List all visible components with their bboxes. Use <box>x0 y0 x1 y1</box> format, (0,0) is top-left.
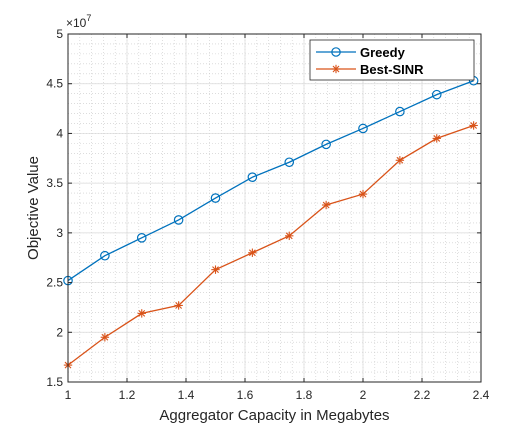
data-point-asterisk <box>285 231 294 241</box>
data-point-asterisk <box>248 248 257 257</box>
x-tick-label: 1.6 <box>237 388 254 402</box>
data-point-asterisk <box>358 189 368 199</box>
data-point-circle <box>100 250 110 261</box>
plot-area <box>68 34 481 382</box>
y-axis-title: Objective Value <box>25 156 42 260</box>
x-tick-label: 1.4 <box>178 388 195 402</box>
legend: Greedy Best-SINR <box>309 39 475 81</box>
data-point-circle <box>247 172 258 182</box>
data-point-asterisk <box>321 200 331 210</box>
y-tick-label: 2 <box>56 325 63 339</box>
data-point-asterisk <box>331 64 341 74</box>
data-point-circle <box>395 106 405 117</box>
y-tick-label: 4 <box>56 126 63 140</box>
data-point-circle <box>284 157 295 168</box>
data-point-circle <box>136 233 147 243</box>
legend-box <box>309 39 475 81</box>
y-axis-exponent: ×107 <box>66 13 91 30</box>
data-point-asterisk <box>432 134 441 143</box>
x-axis: 1 1.2 1.4 1.6 1.8 2 2.2 2.4 <box>65 34 490 402</box>
data-point-circle <box>331 47 341 57</box>
data-point-asterisk <box>211 265 220 274</box>
data-point-circle <box>358 123 368 134</box>
x-tick-label: 1 <box>65 388 72 402</box>
y-tick-label: 3.5 <box>46 176 63 190</box>
data-point-circle <box>210 193 221 203</box>
y-exponent-power: 7 <box>86 13 91 23</box>
y-tick-label: 4.5 <box>46 77 63 91</box>
series-line-best-sinr <box>67 124 474 366</box>
y-tick-label: 1.5 <box>46 375 63 389</box>
data-point-asterisk <box>137 309 146 318</box>
y-exponent-base: ×10 <box>66 16 87 30</box>
y-tick-label: 3 <box>56 226 63 240</box>
data-point-asterisk <box>469 121 478 130</box>
y-axis: 1.5 2 2.5 3 3.5 4 4.5 5 <box>46 27 481 389</box>
y-tick-label: 5 <box>56 27 63 41</box>
series-line-greedy <box>67 80 474 282</box>
legend-entry-greedy: Greedy <box>316 45 406 60</box>
x-tick-label: 2.4 <box>473 388 490 402</box>
x-axis-title: Aggregator Capacity in Megabytes <box>159 407 389 424</box>
x-tick-label: 1.8 <box>296 388 313 402</box>
plot-frame <box>67 33 482 383</box>
data-point-circle <box>321 139 331 150</box>
y-tick-label: 2.5 <box>46 276 63 290</box>
legend-entry-best-sinr: Best-SINR <box>316 62 424 77</box>
series-layer <box>63 75 479 370</box>
x-tick-label: 2.2 <box>414 388 431 402</box>
legend-label: Best-SINR <box>360 62 424 77</box>
legend-label: Greedy <box>360 45 406 60</box>
series-best-sinr <box>63 121 478 370</box>
x-tick-label: 1.2 <box>119 388 136 402</box>
data-point-circle <box>173 215 184 225</box>
data-point-asterisk <box>100 333 110 342</box>
data-point-asterisk <box>174 301 183 310</box>
data-point-asterisk <box>395 156 405 165</box>
major-grid <box>67 33 482 383</box>
x-tick-label: 2 <box>360 388 367 402</box>
data-point-circle <box>431 89 442 100</box>
